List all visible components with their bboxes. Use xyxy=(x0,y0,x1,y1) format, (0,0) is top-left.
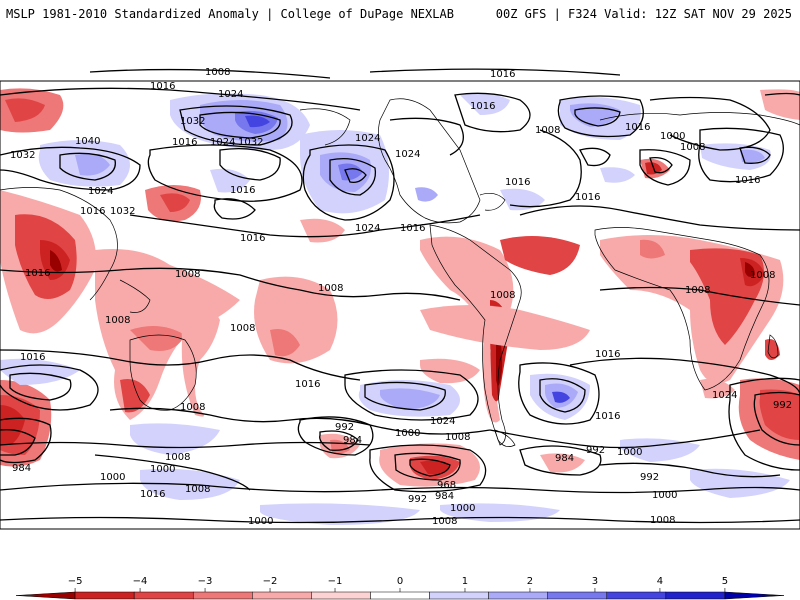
contour-label: 984 xyxy=(343,435,362,446)
contour-label: 1008 xyxy=(750,270,775,281)
contour-label: 992 xyxy=(640,472,659,483)
colorbar-tick-label: −4 xyxy=(133,576,148,587)
colorbar-segment xyxy=(547,591,608,600)
contour-label: 984 xyxy=(435,491,454,502)
contour-label: 1016 xyxy=(595,411,620,422)
contour-label: 1016 xyxy=(20,352,45,363)
colorbar-segment xyxy=(133,591,194,600)
contour-label: 1024 xyxy=(218,89,243,100)
contour-label: 1008 xyxy=(490,290,515,301)
contour-label: 1016 xyxy=(172,137,197,148)
contour-label: 1024 xyxy=(712,390,737,401)
contour-label: 1000 xyxy=(660,131,685,142)
colorbar-segment xyxy=(74,591,135,600)
colorbar-tick-label: 5 xyxy=(722,576,728,587)
colorbar-segment xyxy=(370,591,430,600)
contour-label: 1000 xyxy=(652,490,677,501)
contour-label: 1008 xyxy=(175,269,200,280)
contour-label: 1032 xyxy=(10,150,35,161)
colorbar-segment xyxy=(665,591,726,600)
contour-label: 992 xyxy=(335,422,354,433)
contour-label: 992 xyxy=(586,445,605,456)
contour-label: 1024 xyxy=(88,186,113,197)
contour-label: 1016 xyxy=(595,349,620,360)
contour-label: 1000 xyxy=(248,516,273,527)
colorbar-segment xyxy=(724,591,785,600)
contour-label: 1008 xyxy=(445,432,470,443)
contour-label: 1008 xyxy=(432,516,457,527)
map-title: MSLP 1981-2010 Standardized Anomaly | Co… xyxy=(6,7,454,21)
contour-label: 1008 xyxy=(205,67,230,78)
colorbar-tick-label: −1 xyxy=(328,576,343,587)
contour-label: 1016 xyxy=(490,69,515,80)
contour-label: 1000 xyxy=(617,447,642,458)
contour-label: 1008 xyxy=(685,285,710,296)
contour-label: 1008 xyxy=(680,142,705,153)
contour-label: 1016 xyxy=(80,206,105,217)
contour-label: 984 xyxy=(555,453,574,464)
colorbar-tick-label: 4 xyxy=(657,576,663,587)
contour-label: 1032 xyxy=(180,116,205,127)
contour-label: 1016 xyxy=(230,185,255,196)
colorbar: −5 −4 −3 −2 −1 0 1 2 3 4 5 xyxy=(15,576,785,600)
contour-label: 1000 xyxy=(150,464,175,475)
contour-label: 1016 xyxy=(400,223,425,234)
colorbar-tick-label: −2 xyxy=(263,576,278,587)
colorbar-tick-label: −3 xyxy=(198,576,213,587)
contour-label: 1008 xyxy=(535,125,560,136)
contour-label: 1032 xyxy=(110,206,135,217)
contour-label: 1016 xyxy=(240,233,265,244)
contour-label: 1024 xyxy=(395,149,420,160)
contour-label: 1040 xyxy=(75,136,100,147)
contour-label: 1032 xyxy=(238,137,263,148)
contour-label: 992 xyxy=(408,494,427,505)
colorbar-segment xyxy=(252,591,312,600)
contour-label: 1008 xyxy=(230,323,255,334)
contour-label: 1016 xyxy=(735,175,760,186)
negative-anomaly-shading xyxy=(0,93,790,525)
header: MSLP 1981-2010 Standardized Anomaly | Co… xyxy=(0,0,800,30)
colorbar-segment xyxy=(192,591,253,600)
contour-label: 968 xyxy=(437,480,456,491)
contour-label: 1000 xyxy=(450,503,475,514)
colorbar-tick-label: −5 xyxy=(68,576,83,587)
contour-label: 1016 xyxy=(295,379,320,390)
colorbar-tick-label: 0 xyxy=(397,576,403,587)
colorbar-segment xyxy=(429,591,489,600)
coastlines xyxy=(0,98,800,447)
contour-label: 1008 xyxy=(105,315,130,326)
contour-label: 1000 xyxy=(100,472,125,483)
colorbar-segment xyxy=(606,591,667,600)
contour-label: 1024 xyxy=(430,416,455,427)
colorbar-segment xyxy=(15,591,76,600)
map-frame xyxy=(0,80,800,530)
contour-label: 1016 xyxy=(575,192,600,203)
contour-label: 1016 xyxy=(150,81,175,92)
contour-label: 1000 xyxy=(395,428,420,439)
contour-label: 984 xyxy=(12,463,31,474)
contour-labels: 1008 1016 1016 1024 1032 1024 1032 1016 … xyxy=(10,67,792,527)
contour-label: 1008 xyxy=(180,402,205,413)
contour-label: 1024 xyxy=(210,137,235,148)
colorbar-segment xyxy=(311,591,371,600)
run-info: 00Z GFS | F324 Valid: 12Z SAT NOV 29 202… xyxy=(495,7,792,21)
colorbar-tick-label: 2 xyxy=(527,576,533,587)
contour-label: 1024 xyxy=(355,133,380,144)
contour-label: 992 xyxy=(773,400,792,411)
contour-label: 1016 xyxy=(470,101,495,112)
contour-label: 1016 xyxy=(505,177,530,188)
contour-label: 1008 xyxy=(318,283,343,294)
colorbar-tick-label: 1 xyxy=(462,576,468,587)
contour-label: 1008 xyxy=(185,484,210,495)
contour-label: 1024 xyxy=(355,223,380,234)
contour-label: 1016 xyxy=(140,489,165,500)
contour-label: 1016 xyxy=(625,122,650,133)
colorbar-segment xyxy=(488,591,548,600)
contour-label: 1008 xyxy=(165,452,190,463)
contour-label: 1008 xyxy=(650,515,675,526)
colorbar-tick-label: 3 xyxy=(592,576,598,587)
isobar-contours xyxy=(0,68,800,524)
contour-label: 1016 xyxy=(25,268,50,279)
